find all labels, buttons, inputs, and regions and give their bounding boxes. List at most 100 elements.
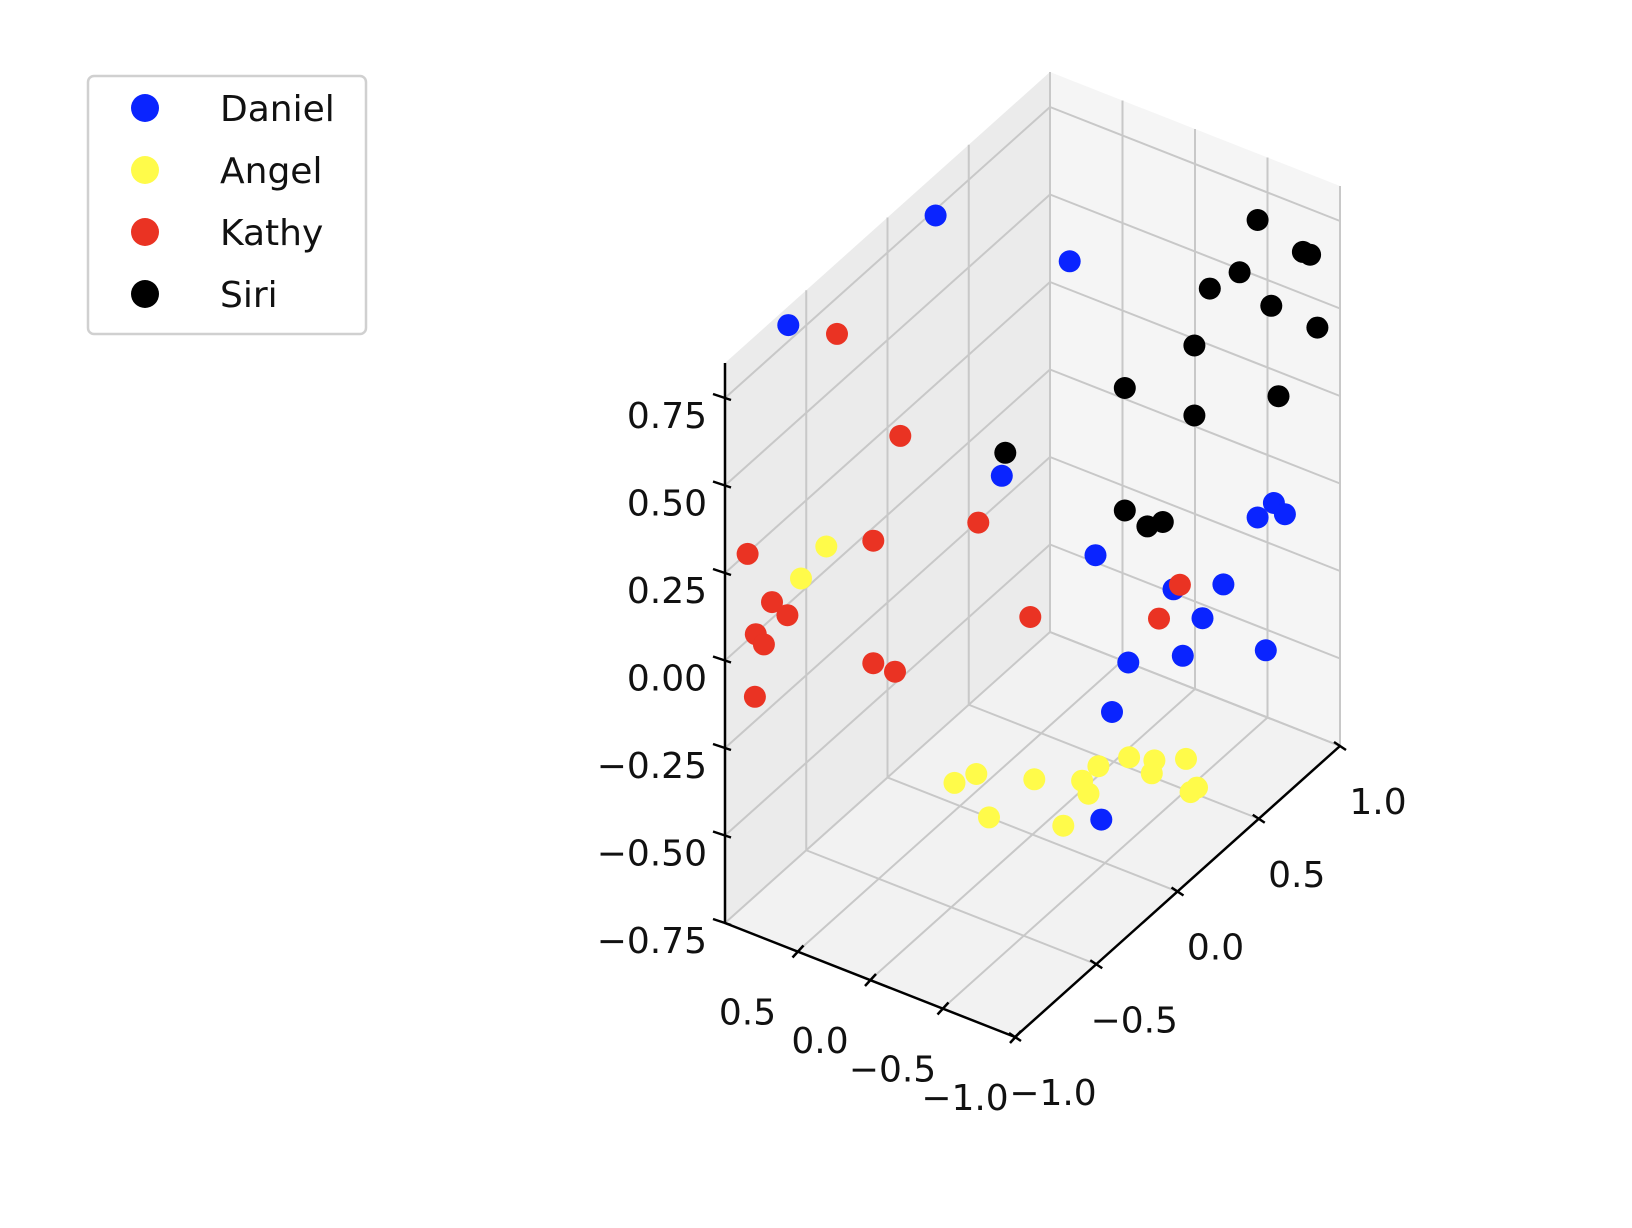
z-tick — [712, 830, 732, 839]
data-point-kathy — [967, 511, 990, 534]
tick-labels: 0.50.0−0.5−1.0 −1.0−0.50.00.51.0−0.75−0.5… — [597, 396, 1407, 1119]
series-angel — [790, 535, 1208, 837]
y-tick — [1089, 959, 1103, 970]
data-point-angel — [1071, 769, 1094, 792]
legend-label-siri: Siri — [220, 275, 278, 316]
data-point-angel — [815, 535, 838, 558]
series-siri — [994, 209, 1329, 538]
data-point-angel — [978, 806, 1000, 829]
y-tick-label: 0.0 — [1187, 928, 1244, 969]
data-point-siri — [1306, 316, 1329, 339]
data-point-siri — [994, 441, 1017, 464]
x-tick-label: 0.0 — [791, 1021, 848, 1062]
y-tick-label: −0.5 — [1091, 1000, 1178, 1041]
z-tick — [712, 742, 732, 752]
y-tick — [1170, 886, 1185, 897]
z-tick-label: −0.25 — [597, 746, 707, 787]
legend-entry-angel: Angel — [131, 151, 322, 192]
data-point-kathy — [1168, 573, 1191, 596]
grid-line-y-floor — [887, 776, 1178, 893]
legend-marker-siri — [131, 280, 159, 308]
grid-line-z-left — [724, 281, 1051, 574]
data-point-siri — [1183, 404, 1206, 427]
data-point-kathy — [862, 652, 885, 675]
x-tick — [936, 1001, 950, 1016]
x-tick — [864, 973, 877, 987]
grid-line-z-left — [724, 631, 1051, 924]
data-point-daniel — [924, 204, 947, 227]
data-point-kathy — [884, 660, 906, 683]
legend-label-kathy: Kathy — [220, 213, 323, 254]
y-tick-label: 1.0 — [1349, 782, 1406, 823]
series-kathy — [736, 322, 1191, 708]
z-tick-label: −0.75 — [597, 921, 707, 962]
data-point-daniel — [990, 464, 1013, 487]
data-point-daniel — [1191, 607, 1214, 630]
grid-line-z-left — [724, 193, 1051, 487]
y-tick-label: −1.0 — [1009, 1073, 1096, 1114]
data-point-angel — [1175, 747, 1197, 770]
y-tick — [1252, 813, 1266, 824]
data-point-daniel — [1246, 506, 1269, 529]
x-tick-label: −1.0 — [921, 1078, 1008, 1119]
legend-label-daniel: Daniel — [220, 89, 335, 130]
data-point-siri — [1246, 209, 1269, 231]
data-points — [736, 204, 1329, 837]
x-tick-label: −0.5 — [849, 1050, 936, 1091]
data-point-angel — [1140, 762, 1163, 785]
data-point-angel — [1179, 781, 1202, 804]
data-point-kathy — [736, 542, 759, 565]
legend-marker-kathy — [131, 218, 159, 246]
data-point-siri — [1228, 261, 1251, 284]
grid-line-z-right — [1049, 456, 1341, 572]
z-tick-label: −0.50 — [597, 834, 707, 875]
data-point-daniel — [1212, 573, 1235, 596]
data-point-kathy — [776, 604, 799, 627]
y-tick-label: 0.5 — [1268, 855, 1325, 896]
x-tick-label: 0.5 — [719, 993, 776, 1034]
data-point-angel — [965, 763, 988, 785]
data-point-siri — [1267, 385, 1290, 408]
z-tick — [712, 480, 732, 489]
z-tick — [712, 655, 732, 664]
grid-line-z-right — [1049, 106, 1341, 222]
data-point-daniel — [1254, 639, 1277, 662]
grid-line-z-left — [724, 543, 1051, 837]
z-tick — [712, 567, 732, 577]
data-point-siri — [1113, 499, 1136, 522]
data-point-siri — [1299, 243, 1322, 266]
data-point-daniel — [1101, 701, 1123, 723]
legend-label-angel: Angel — [220, 151, 322, 192]
legend-marker-daniel — [131, 94, 159, 122]
data-point-siri — [1151, 511, 1174, 533]
data-point-daniel — [1090, 808, 1113, 831]
data-point-kathy — [826, 322, 848, 345]
z-tick-label: 0.50 — [627, 484, 707, 525]
grid-line-z-left — [724, 106, 1051, 399]
data-point-angel — [1052, 814, 1075, 837]
data-point-daniel — [777, 314, 800, 337]
data-point-daniel — [1273, 503, 1296, 526]
legend-entry-daniel: Daniel — [131, 89, 335, 130]
data-point-angel — [1118, 746, 1141, 769]
data-point-kathy — [761, 591, 783, 614]
z-tick-label: 0.75 — [627, 396, 707, 437]
data-point-daniel — [1058, 250, 1081, 273]
z-tick-label: 0.00 — [627, 659, 707, 700]
data-point-siri — [1198, 277, 1221, 300]
grid-line-z-right — [1049, 368, 1341, 485]
data-point-angel — [1087, 755, 1110, 778]
data-point-siri — [1113, 377, 1136, 399]
legend-entry-siri: Siri — [131, 275, 278, 316]
data-point-daniel — [1084, 544, 1107, 567]
z-tick-label: 0.25 — [627, 571, 707, 612]
grid-line-z-left — [724, 456, 1051, 749]
z-tick — [712, 392, 732, 402]
data-point-angel — [943, 771, 966, 794]
grid-line-y-floor — [968, 703, 1260, 820]
tick-marks — [712, 392, 1347, 1044]
z-tick — [712, 917, 732, 927]
data-point-kathy — [743, 685, 766, 708]
y-tick — [1333, 740, 1347, 752]
